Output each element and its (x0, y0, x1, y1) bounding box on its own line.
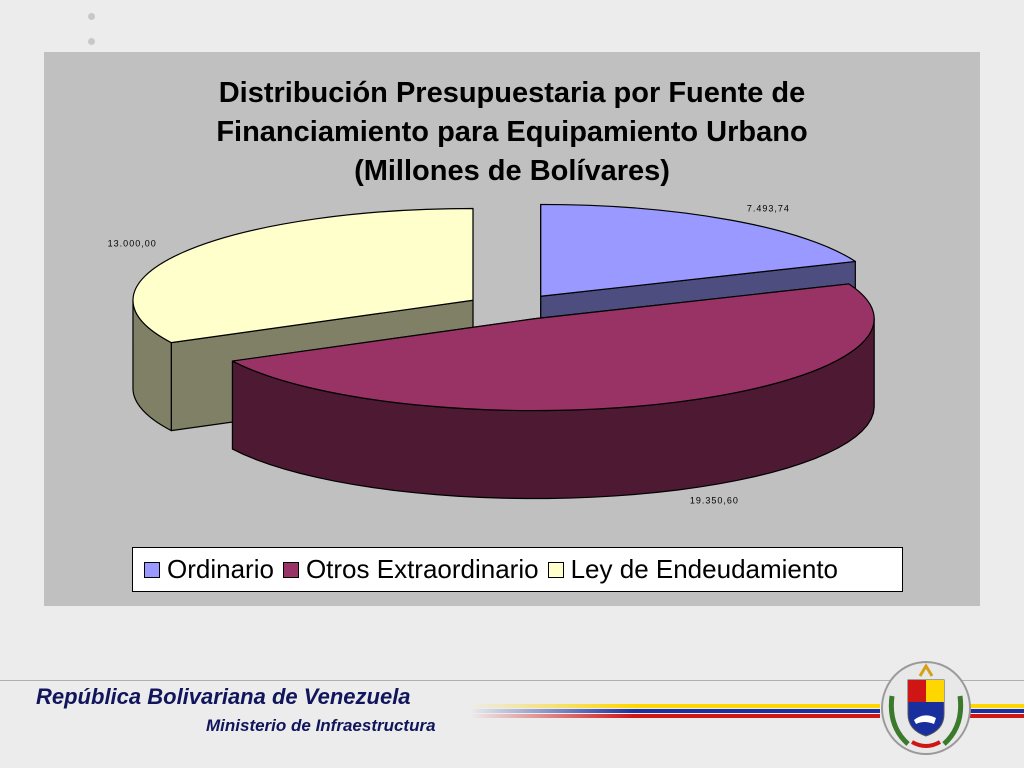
flag-stripe-red-right (968, 714, 1024, 718)
flag-stripe-blue (470, 709, 880, 713)
chart-title: Distribución Presupuestaria por Fuente d… (44, 74, 980, 191)
footer-divider (0, 680, 1024, 681)
flag-stripe-red (470, 714, 880, 718)
coat-of-arms-icon (881, 661, 971, 755)
chart-title-line-2: Financiamiento para Equipamiento Urbano (216, 116, 808, 148)
data-label-otros-extraordinario: 19.350,60 (690, 495, 739, 505)
legend-label-otros-extraordinario: Otros Extraordinario (305, 554, 539, 584)
pie-slice-otros-extraordinario (231, 283, 875, 412)
chart-title-line-1: Distribución Presupuestaria por Fuente d… (218, 77, 806, 109)
footer-title: República Bolivariana de Venezuela (36, 684, 411, 709)
data-label-ley-de-endeudamiento: 13.000,00 (108, 238, 157, 248)
flag-stripe-yellow (470, 704, 880, 708)
legend-swatch-ley-de-endeudamiento (547, 561, 564, 578)
chart-legend: Ordinario Otros Extraordinario Ley de En… (132, 547, 903, 592)
pie-slice-ley-de-endeudamiento (132, 207, 474, 344)
flag-stripe-blue-right (968, 709, 1024, 713)
legend-item-ordinario: Ordinario (144, 554, 274, 585)
chart-panel: Distribución Presupuestaria por Fuente d… (44, 52, 980, 606)
legend-item-otros-extraordinario: Otros Extraordinario (282, 554, 539, 585)
pie-slice-ordinario (540, 203, 856, 297)
bullet-1 (88, 13, 95, 20)
flag-stripe-yellow-right (968, 704, 1024, 708)
bullet-2 (88, 38, 95, 45)
legend-swatch-ordinario (144, 561, 160, 578)
legend-label-ordinario: Ordinario (167, 554, 274, 584)
legend-swatch-otros-extraordinario (282, 561, 299, 578)
legend-item-ley-de-endeudamiento: Ley de Endeudamiento (547, 554, 839, 585)
pie-chart: 7.493,74 19.350,60 13.000,00 (108, 203, 875, 505)
footer-subtitle: Ministerio de Infraestructura (206, 716, 436, 735)
legend-label-ley-de-endeudamiento: Ley de Endeudamiento (570, 554, 839, 584)
data-label-ordinario: 7.493,74 (747, 203, 790, 213)
chart-title-line-3: (Millones de Bolívares) (354, 155, 670, 187)
